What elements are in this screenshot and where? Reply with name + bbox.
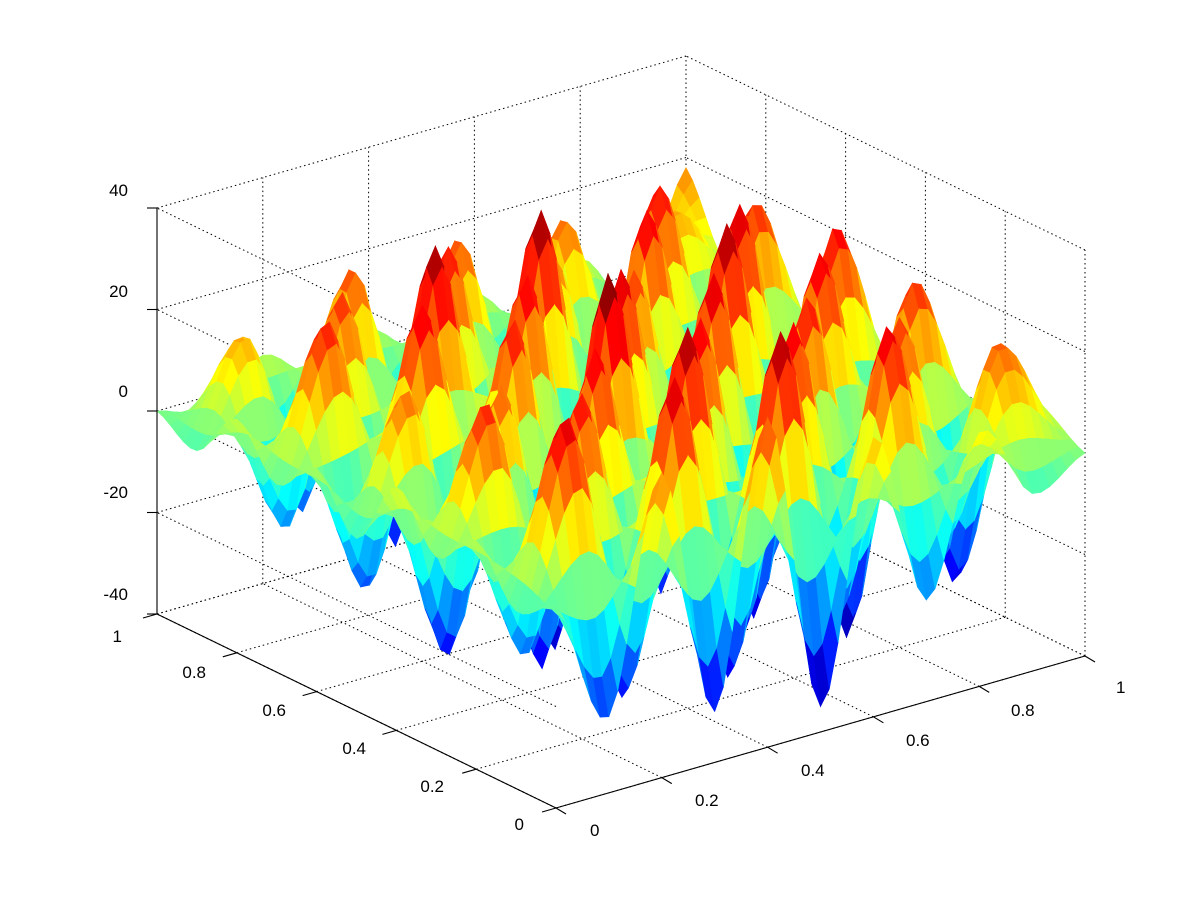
z-tick-label: 40 [109, 181, 128, 200]
z-tick-label: 20 [109, 282, 128, 301]
z-tick-label: -20 [103, 483, 128, 502]
x-tick-label: 1 [1116, 678, 1125, 697]
y-axis-tick [462, 768, 477, 774]
x-axis-tick [1084, 655, 1096, 663]
x-tick-label: 0.4 [801, 761, 825, 780]
surface-patch [1069, 446, 1086, 460]
y-axis-tick [302, 691, 317, 697]
y-tick-label: 0.2 [420, 777, 444, 796]
floor-grid-line [262, 583, 663, 779]
x-tick-label: 0.2 [695, 791, 719, 810]
x-axis-tick [873, 716, 884, 724]
x-axis-tick [555, 807, 567, 815]
x-tick-label: 0.6 [906, 731, 930, 750]
x-axis-tick [661, 777, 673, 785]
x-tick-label: 0.8 [1011, 701, 1035, 720]
y-tick-label: 0 [515, 815, 524, 834]
back-wall-grid-line [156, 55, 687, 209]
y-tick-label: 0.6 [262, 701, 286, 720]
y-tick-label: 1 [113, 627, 122, 646]
floor-grid-line [476, 616, 1006, 770]
y-axis-tick [382, 729, 397, 735]
x-axis-tick [767, 746, 778, 754]
side-wall-grid-line [685, 157, 1086, 352]
y-tick-label: 0.8 [182, 663, 206, 682]
y-axis-tick [142, 613, 158, 619]
side-wall-grid-line [685, 55, 1086, 251]
surface-layer [156, 166, 1086, 718]
tick-label-layer: -40 -20 0 20 40 0 0.2 0.4 0.6 0.8 1 0 0.… [103, 181, 1125, 840]
axis-layer [142, 207, 1096, 815]
z-tick-label: -40 [103, 585, 128, 604]
y-axis-tick [222, 652, 237, 658]
x-tick-label: 0 [590, 821, 599, 840]
y-tick-label: 0.4 [342, 739, 366, 758]
y-axis-tick [541, 807, 557, 813]
left-wall-grid-line [156, 512, 557, 707]
z-tick-label: 0 [119, 382, 128, 401]
x-axis-line [555, 655, 1086, 809]
floor-grid-line [396, 577, 926, 731]
back-wall-grid-line [156, 157, 687, 310]
y-axis-line [156, 613, 557, 809]
x-axis-tick [978, 685, 990, 693]
